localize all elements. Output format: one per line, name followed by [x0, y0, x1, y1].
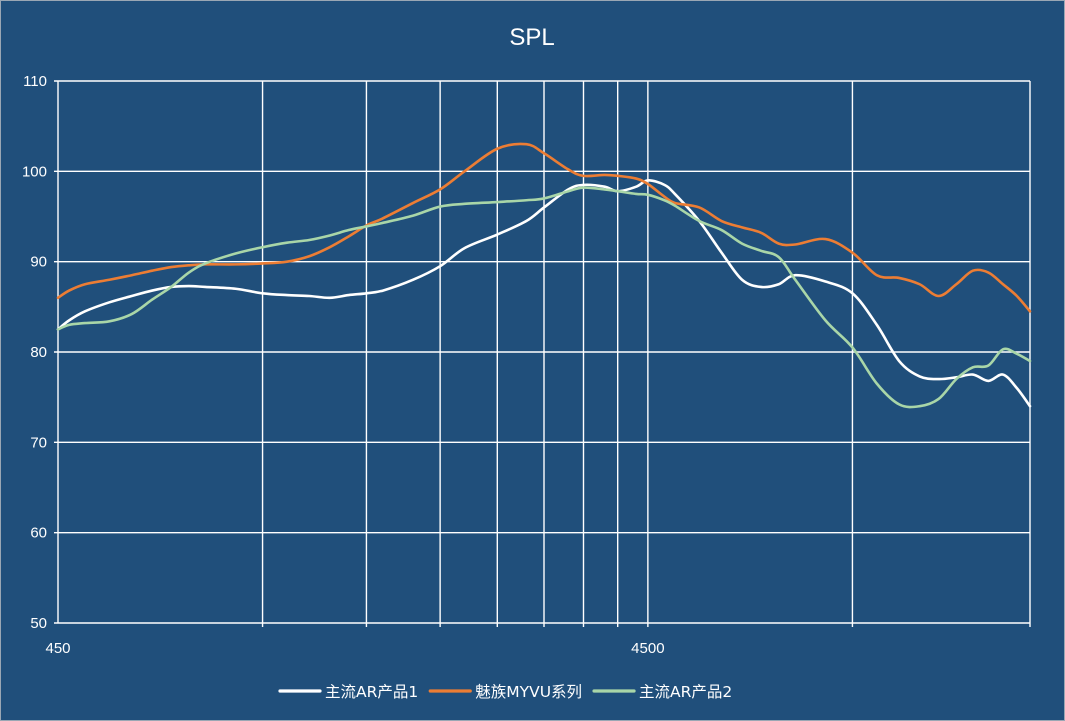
legend-item-2[interactable]: 魅族MYVU系列 [428, 683, 582, 701]
series-line-1 [56, 179, 1032, 408]
legend-item-3[interactable]: 主流AR产品2 [592, 683, 732, 701]
x-tick-label: 450 [45, 640, 70, 657]
chart-title: SPL [509, 24, 554, 51]
grid-lines [54, 80, 1031, 627]
y-tick-label: 60 [30, 525, 47, 542]
legend-label: 主流AR产品2 [639, 683, 732, 701]
data-series [56, 142, 1032, 409]
y-tick-label: 100 [22, 163, 47, 180]
legend-label: 魅族MYVU系列 [475, 683, 582, 701]
legend[interactable]: 主流AR产品1 魅族MYVU系列 主流AR产品2 [278, 683, 732, 701]
y-tick-label: 110 [23, 73, 47, 90]
y-tick-label: 50 [30, 615, 47, 632]
axis-tick-labels: 50 60 70 80 90 100 110 450 4500 [22, 73, 665, 657]
legend-item-1[interactable]: 主流AR产品1 [278, 683, 418, 701]
legend-label: 主流AR产品1 [325, 683, 418, 701]
series-line-3 [56, 186, 1032, 409]
y-tick-label: 80 [30, 344, 47, 361]
y-tick-label: 70 [30, 434, 47, 451]
y-tick-label: 90 [30, 254, 47, 271]
x-tick-label: 4500 [631, 640, 664, 657]
